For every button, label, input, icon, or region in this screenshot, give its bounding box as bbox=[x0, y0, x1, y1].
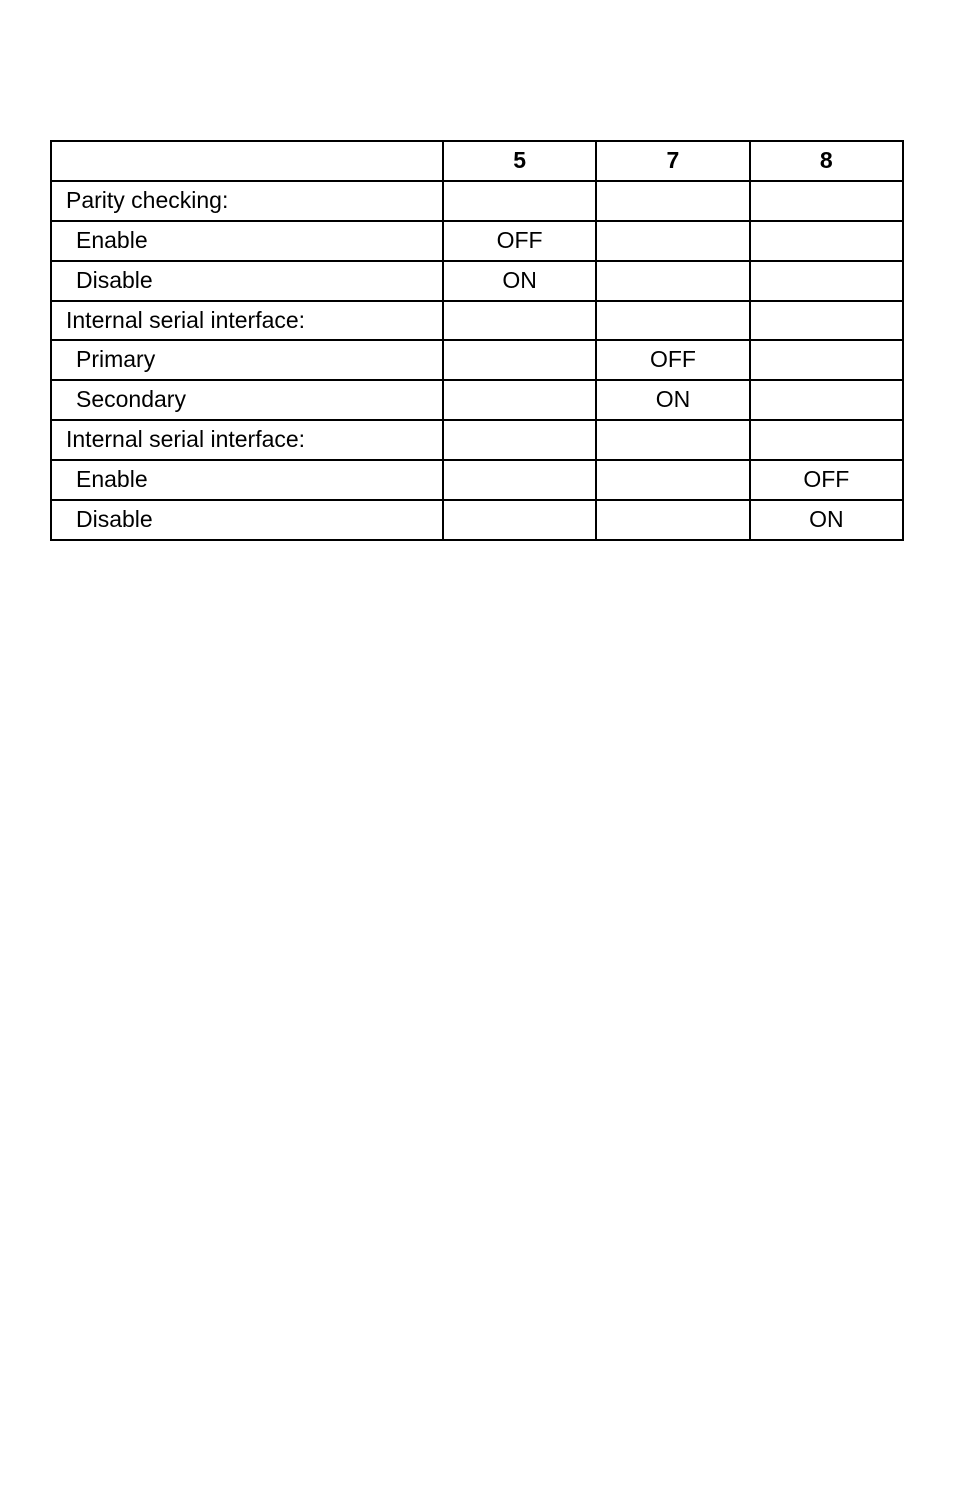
row-label: Enable bbox=[51, 221, 443, 261]
row-label: Internal serial interface: bbox=[51, 420, 443, 460]
row-label: Internal serial interface: bbox=[51, 301, 443, 341]
row-value-c5 bbox=[443, 460, 596, 500]
table-row: Internal serial interface: bbox=[51, 301, 903, 341]
table-row: Primary OFF bbox=[51, 340, 903, 380]
header-blank bbox=[51, 141, 443, 181]
row-label: Enable bbox=[51, 460, 443, 500]
settings-table: 5 7 8 Parity checking: Enable OFF Disabl… bbox=[50, 140, 904, 541]
row-value-c5 bbox=[443, 181, 596, 221]
table-row: Disable ON bbox=[51, 261, 903, 301]
row-value-c7 bbox=[596, 261, 749, 301]
row-value-c8 bbox=[750, 301, 903, 341]
table-header-row: 5 7 8 bbox=[51, 141, 903, 181]
row-value-c5 bbox=[443, 500, 596, 540]
row-label: Parity checking: bbox=[51, 181, 443, 221]
table-row: Internal serial interface: bbox=[51, 420, 903, 460]
row-value-c7 bbox=[596, 420, 749, 460]
row-value-c8 bbox=[750, 340, 903, 380]
table-row: Enable OFF bbox=[51, 221, 903, 261]
row-value-c7 bbox=[596, 221, 749, 261]
row-value-c7: OFF bbox=[596, 340, 749, 380]
row-value-c7 bbox=[596, 460, 749, 500]
table-row: Disable ON bbox=[51, 500, 903, 540]
row-value-c8 bbox=[750, 420, 903, 460]
table-row: Enable OFF bbox=[51, 460, 903, 500]
row-value-c8 bbox=[750, 221, 903, 261]
row-value-c8 bbox=[750, 181, 903, 221]
row-value-c8 bbox=[750, 261, 903, 301]
row-value-c8: OFF bbox=[750, 460, 903, 500]
row-value-c7: ON bbox=[596, 380, 749, 420]
row-label: Primary bbox=[51, 340, 443, 380]
row-value-c8: ON bbox=[750, 500, 903, 540]
header-col-5: 5 bbox=[443, 141, 596, 181]
row-label: Disable bbox=[51, 261, 443, 301]
header-col-7: 7 bbox=[596, 141, 749, 181]
header-col-8: 8 bbox=[750, 141, 903, 181]
row-label: Disable bbox=[51, 500, 443, 540]
row-value-c7 bbox=[596, 500, 749, 540]
row-value-c8 bbox=[750, 380, 903, 420]
row-value-c5 bbox=[443, 301, 596, 341]
row-value-c5: ON bbox=[443, 261, 596, 301]
row-value-c5 bbox=[443, 340, 596, 380]
table-row: Secondary ON bbox=[51, 380, 903, 420]
row-value-c7 bbox=[596, 181, 749, 221]
row-value-c5 bbox=[443, 380, 596, 420]
row-value-c7 bbox=[596, 301, 749, 341]
row-value-c5: OFF bbox=[443, 221, 596, 261]
row-value-c5 bbox=[443, 420, 596, 460]
row-label: Secondary bbox=[51, 380, 443, 420]
table-row: Parity checking: bbox=[51, 181, 903, 221]
